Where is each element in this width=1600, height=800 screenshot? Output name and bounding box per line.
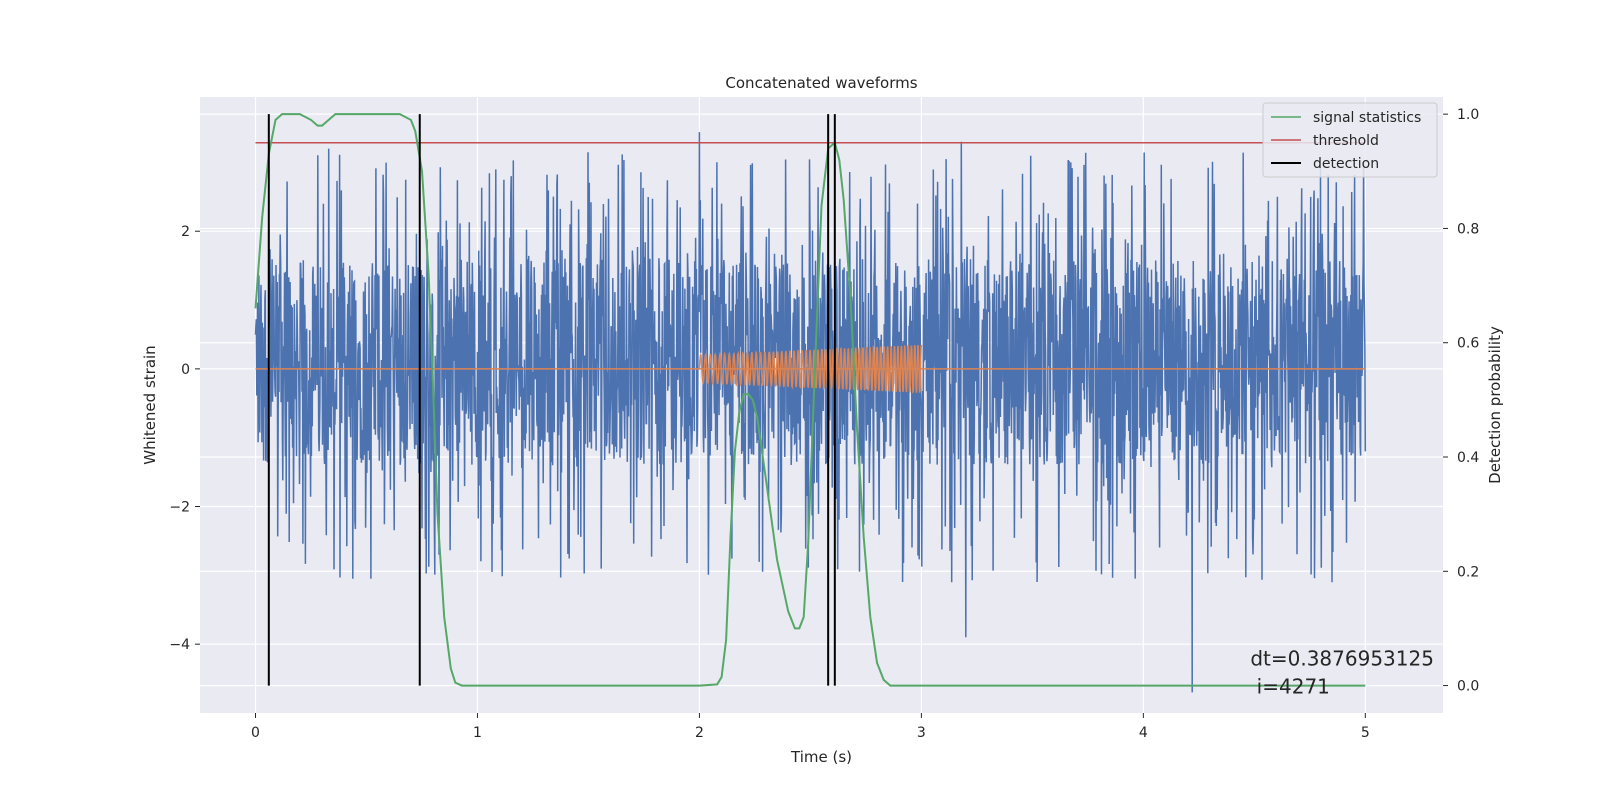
y-axis-ticks: −4 −2 0 2 [169,224,200,653]
legend-label-threshold: threshold [1313,133,1379,149]
y2-tick-label: 0.4 [1457,450,1479,466]
x-tick-label: 5 [1361,725,1370,741]
strain-series-line [254,132,1367,693]
annotation-index: i=4271 [1250,675,1330,699]
x-tick-label: 3 [917,725,926,741]
plot-area [254,113,1367,693]
x-tick-label: 1 [473,725,482,741]
y2-tick-label: 0.8 [1457,221,1479,237]
legend-label-signal-statistics: signal statistics [1313,110,1421,126]
y2-axis-label: Detection probability [1486,326,1504,484]
x-axis-label: Time (s) [790,748,852,766]
y2-tick-label: 0.0 [1457,679,1479,695]
chart-title: Concatenated waveforms [725,74,917,92]
signal-statistics-line [254,113,1366,687]
y2-axis-ticks: 0.0 0.2 0.4 0.6 0.8 1.0 [1443,107,1479,695]
x-tick-label: 0 [251,725,260,741]
detection-lines [267,114,836,686]
y-tick-label: −2 [169,500,190,516]
y-tick-label: 0 [181,362,190,378]
x-tick-label: 4 [1139,725,1148,741]
annotation-dt: dt=0.3876953125 [1250,647,1434,671]
y2-tick-label: 1.0 [1457,107,1479,123]
legend-box [1262,102,1438,178]
y-axis-label: Whitened strain [141,345,159,464]
legend: signal statistics threshold detection [1262,102,1438,178]
x-axis-ticks: 0 1 2 3 4 5 [251,713,1370,741]
y2-tick-label: 0.6 [1457,336,1479,352]
y2-tick-label: 0.2 [1457,564,1479,580]
y-tick-label: 2 [181,224,190,240]
x-tick-label: 2 [695,725,704,741]
legend-label-detection: detection [1313,156,1379,172]
grid-lines [200,97,1443,713]
waveform-chirp-line [698,344,923,394]
y-tick-label: −4 [169,637,190,653]
